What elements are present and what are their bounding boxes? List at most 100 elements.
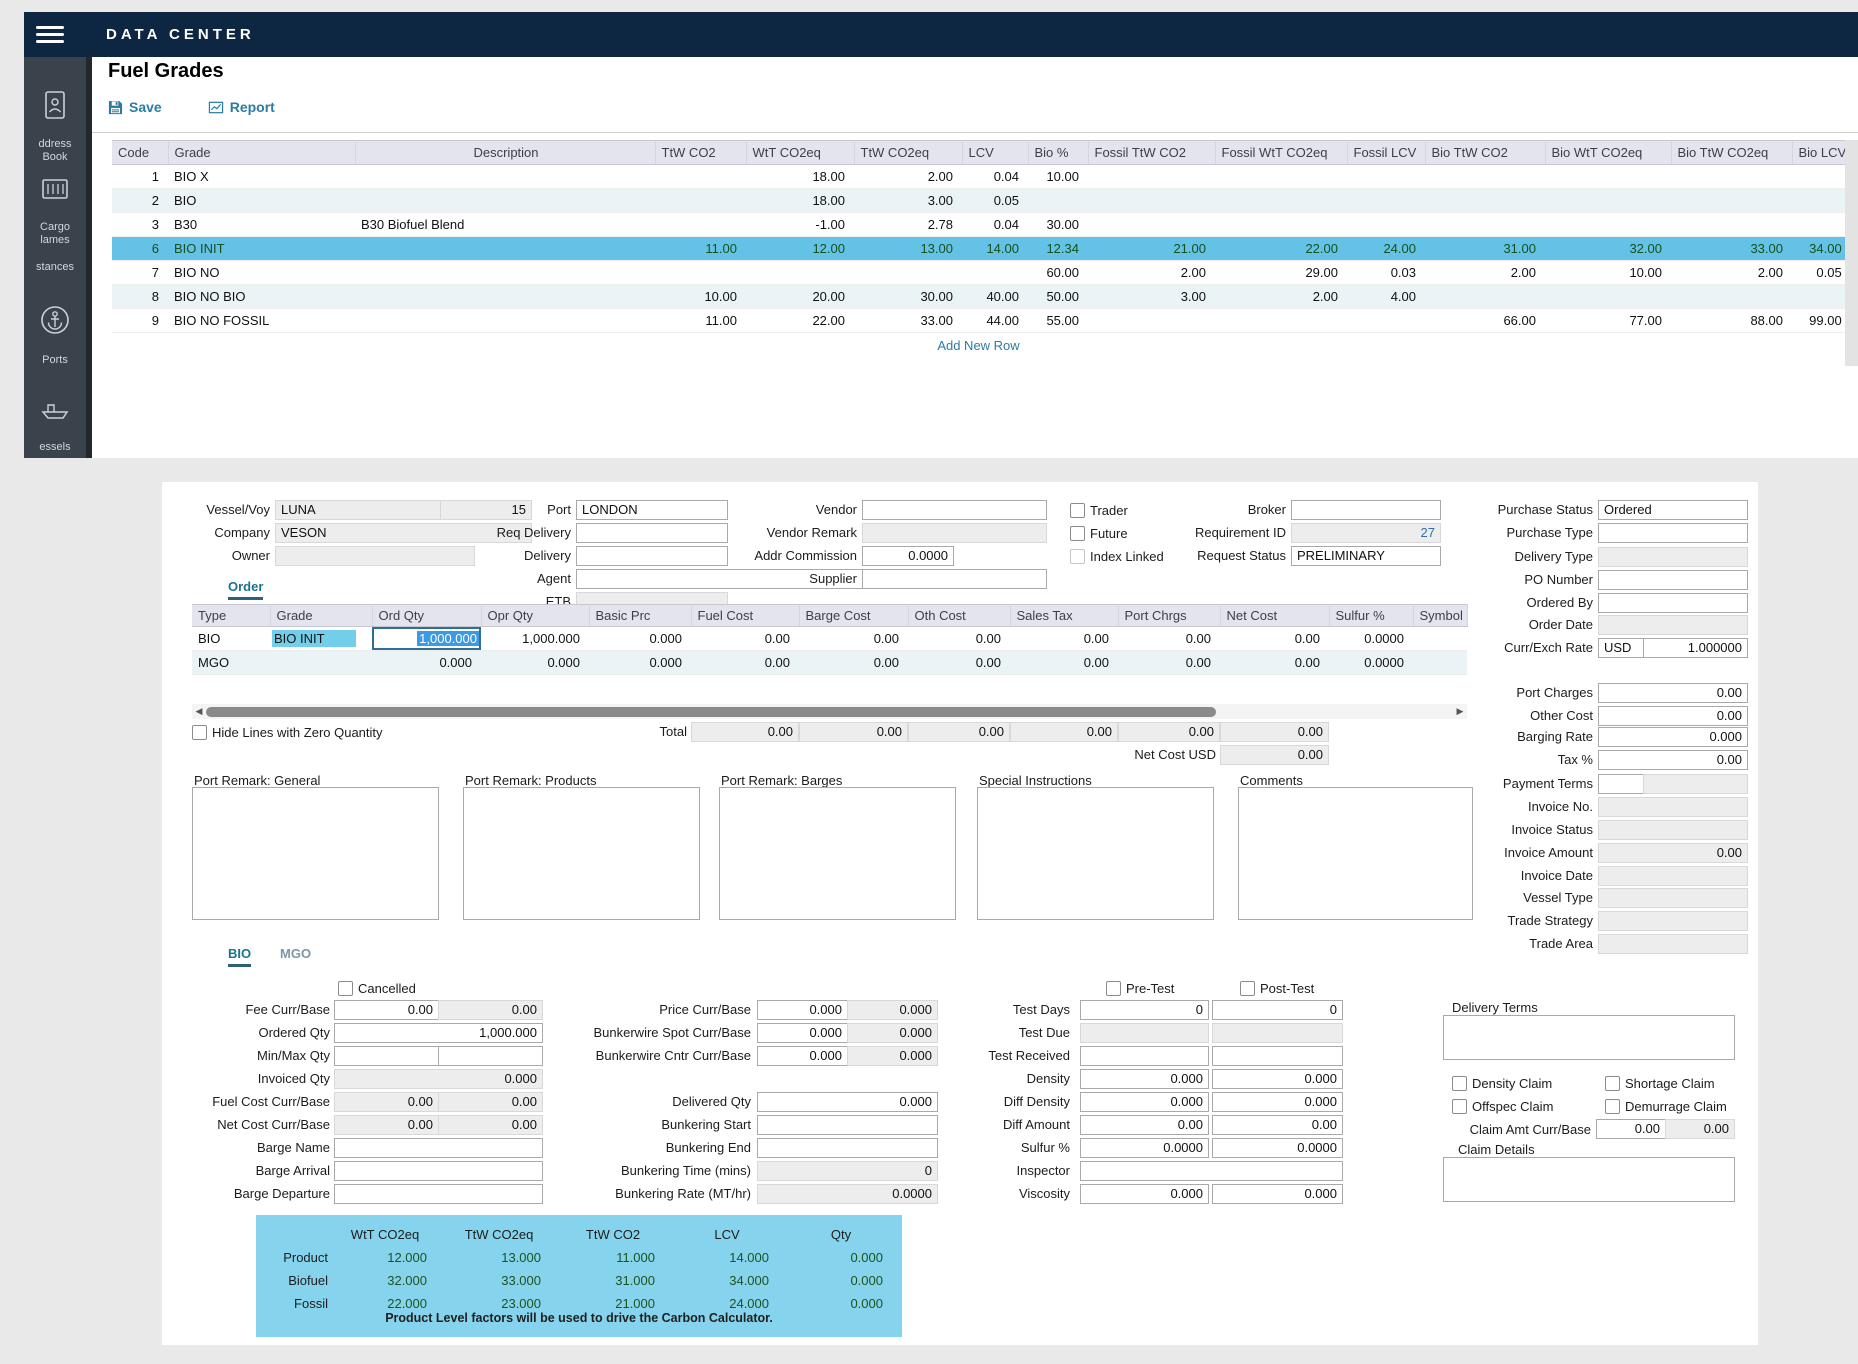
cell-fossil-lcv[interactable] xyxy=(1347,164,1425,189)
diff-density-pre-field[interactable]: 0.000 xyxy=(1080,1092,1209,1112)
cell-grade[interactable]: BIO INIT xyxy=(168,236,355,261)
cell-wtt-co2eq[interactable]: 18.00 xyxy=(746,188,854,213)
table-row[interactable]: 7 BIO NO 60.00 2.00 29.00 0.03 2.00 10.0… xyxy=(112,260,1851,285)
cell-grade[interactable] xyxy=(270,650,372,675)
sidebar-item-ports[interactable]: Ports xyxy=(24,290,86,367)
cell-lcv[interactable]: 0.05 xyxy=(962,188,1028,213)
test-days-post-field[interactable]: 0 xyxy=(1212,1000,1343,1020)
ord-qty-edit-cell[interactable]: 1,000.000 xyxy=(372,627,481,650)
cell-lcv[interactable]: 0.04 xyxy=(962,212,1028,237)
fee-base-field[interactable]: 0.00 xyxy=(438,1000,543,1020)
sidebar-item-vessels[interactable]: essels xyxy=(24,383,86,454)
vessel-type-field[interactable] xyxy=(1598,888,1748,908)
order-row-bio[interactable]: BIO BIO INIT 1,000.000 1,000.000 0.000 0… xyxy=(192,626,1468,651)
cancelled-checkbox[interactable] xyxy=(338,980,353,996)
bunkerwire-cntr-curr-field[interactable]: 0.000 xyxy=(757,1046,848,1066)
cell-basic-prc[interactable]: 0.000 xyxy=(589,626,691,651)
cell-lcv[interactable]: 40.00 xyxy=(962,284,1028,309)
cell-bio-ttw-co2[interactable] xyxy=(1425,188,1545,213)
cell-type[interactable]: BIO xyxy=(192,626,270,651)
cell-bio-wtt-co2eq[interactable]: 77.00 xyxy=(1545,308,1671,333)
column-header-bio-lcv[interactable]: Bio LCV xyxy=(1792,140,1852,165)
cell-bio-lcv[interactable]: 99.00 xyxy=(1792,308,1851,333)
cell-code[interactable]: 9 xyxy=(112,308,168,333)
cell-type[interactable]: MGO xyxy=(192,650,270,675)
cell-bio-ttw-co2eq[interactable] xyxy=(1671,212,1792,237)
cell-bio-ttw-co2eq[interactable] xyxy=(1671,284,1792,309)
cell-opr-qty[interactable]: 1,000.000 xyxy=(481,626,589,651)
cell-bio-ttw-co2eq[interactable] xyxy=(1671,164,1792,189)
cell-bio-lcv[interactable] xyxy=(1792,188,1851,213)
cell-description[interactable] xyxy=(355,284,655,309)
cell-ord-qty[interactable]: 0.000 xyxy=(372,650,481,675)
cell-bio-ttw-co2eq[interactable]: 2.00 xyxy=(1671,260,1792,285)
cell-wtt-co2eq[interactable]: 18.00 xyxy=(746,164,854,189)
cell-lcv[interactable]: 14.00 xyxy=(962,236,1028,261)
density-claim-checkbox[interactable] xyxy=(1452,1075,1467,1091)
column-header-barge-cost[interactable]: Barge Cost xyxy=(799,604,909,627)
cell-bio-ttw-co2[interactable] xyxy=(1425,212,1545,237)
net-cost-curr-field[interactable]: 0.00 xyxy=(334,1115,439,1135)
ordered-by-field[interactable] xyxy=(1598,593,1748,613)
port-remark-products-textarea[interactable] xyxy=(463,787,700,920)
cell-ttw-co2eq[interactable]: 2.00 xyxy=(854,164,962,189)
trade-area-field[interactable] xyxy=(1598,934,1748,954)
shortage-claim-checkbox[interactable] xyxy=(1605,1075,1620,1091)
cell-fossil-ttw-co2[interactable] xyxy=(1088,308,1215,333)
cell-ttw-co2[interactable]: 11.00 xyxy=(655,308,746,333)
barge-name-field[interactable] xyxy=(334,1138,543,1158)
column-header-ttw-co2[interactable]: TtW CO2 xyxy=(655,140,747,165)
diff-density-post-field[interactable]: 0.000 xyxy=(1212,1092,1343,1112)
scroll-left-arrow-icon[interactable]: ◀ xyxy=(195,706,203,716)
cell-fuel-cost[interactable]: 0.00 xyxy=(691,650,799,675)
cell-bio-wtt-co2eq[interactable] xyxy=(1545,284,1671,309)
cell-fuel-cost[interactable]: 0.00 xyxy=(691,626,799,651)
cell-lcv[interactable] xyxy=(962,260,1028,285)
offspec-claim-checkbox[interactable] xyxy=(1452,1098,1467,1114)
pre-test-checkbox[interactable] xyxy=(1106,980,1121,996)
cell-bio-pct[interactable]: 12.34 xyxy=(1028,236,1088,261)
net-cost-base-field[interactable]: 0.00 xyxy=(438,1115,543,1135)
cell-fossil-wtt-co2eq[interactable] xyxy=(1215,308,1347,333)
cell-grade[interactable]: BIO NO BIO xyxy=(168,284,355,309)
vertical-scrollbar[interactable] xyxy=(1845,140,1858,366)
viscosity-pre-field[interactable]: 0.000 xyxy=(1080,1184,1209,1204)
sulfur-pre-field[interactable]: 0.0000 xyxy=(1080,1138,1209,1158)
test-due-post-field[interactable] xyxy=(1212,1023,1343,1043)
hide-zero-checkbox[interactable] xyxy=(192,724,207,740)
cell-bio-ttw-co2[interactable]: 66.00 xyxy=(1425,308,1545,333)
cell-description[interactable] xyxy=(355,188,655,213)
cell-grade[interactable]: BIO NO FOSSIL xyxy=(168,308,355,333)
vendor-field[interactable] xyxy=(862,500,1047,520)
column-header-grade[interactable]: Grade xyxy=(168,140,356,165)
cell-lcv[interactable]: 44.00 xyxy=(962,308,1028,333)
cell-fossil-ttw-co2[interactable] xyxy=(1088,212,1215,237)
cell-fossil-wtt-co2eq[interactable]: 22.00 xyxy=(1215,236,1347,261)
cell-sulfur[interactable]: 0.0000 xyxy=(1329,626,1413,651)
column-header-fossil-lcv[interactable]: Fossil LCV xyxy=(1347,140,1426,165)
cell-barge-cost[interactable]: 0.00 xyxy=(799,650,908,675)
cell-wtt-co2eq[interactable]: 12.00 xyxy=(746,236,854,261)
cell-bio-lcv[interactable] xyxy=(1792,284,1851,309)
company-field[interactable]: VESON xyxy=(275,523,532,543)
cell-bio-lcv[interactable] xyxy=(1792,164,1851,189)
cell-sales-tax[interactable]: 0.00 xyxy=(1010,650,1118,675)
cell-bio-lcv[interactable] xyxy=(1792,212,1851,237)
cell-wtt-co2eq[interactable] xyxy=(746,260,854,285)
max-qty-field[interactable] xyxy=(438,1046,543,1066)
port-charges-field[interactable]: 0.00 xyxy=(1598,683,1748,703)
barge-arrival-field[interactable] xyxy=(334,1161,543,1181)
voyage-field[interactable]: 15 xyxy=(440,500,532,520)
cell-fossil-ttw-co2[interactable]: 2.00 xyxy=(1088,260,1215,285)
column-header-lcv[interactable]: LCV xyxy=(962,140,1029,165)
cell-opr-qty[interactable]: 0.000 xyxy=(481,650,589,675)
column-header-grade[interactable]: Grade xyxy=(270,604,373,627)
cell-grade[interactable]: B30 xyxy=(168,212,355,237)
cell-port-chrgs[interactable]: 0.00 xyxy=(1118,650,1220,675)
tab-bio[interactable]: BIO xyxy=(228,946,252,967)
bunkerwire-spot-curr-field[interactable]: 0.000 xyxy=(757,1023,848,1043)
test-days-pre-field[interactable]: 0 xyxy=(1080,1000,1209,1020)
column-header-fossil-wtt-co2eq[interactable]: Fossil WtT CO2eq xyxy=(1215,140,1348,165)
exch-rate-field[interactable]: 1.000000 xyxy=(1643,638,1748,658)
inspector-field[interactable] xyxy=(1080,1161,1343,1181)
